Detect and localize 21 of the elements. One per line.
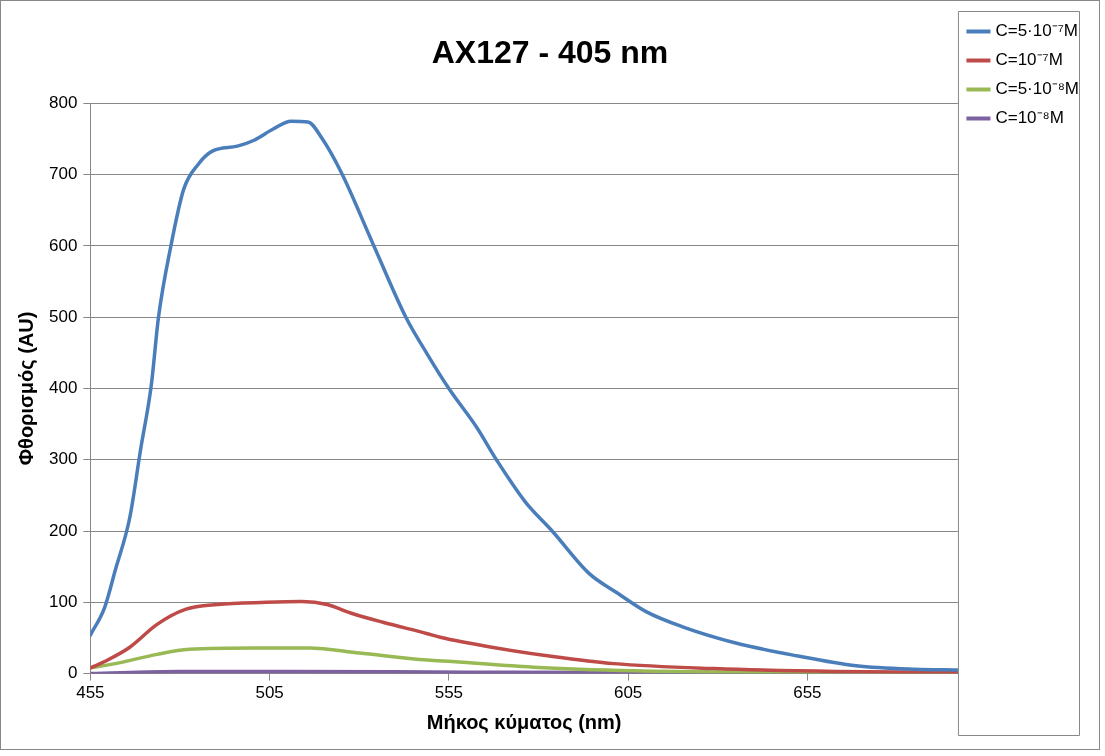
legend-label: C=5·10⁻⁸M [995, 79, 1079, 99]
y-tick-label: 800 [48, 93, 78, 113]
chart-title: AX127 - 405 nm [431, 34, 669, 71]
y-tick-label: 500 [48, 306, 78, 326]
legend-label: C=10⁻⁸M [995, 108, 1064, 128]
y-tick-label: 600 [48, 235, 78, 255]
legend-label: C=5·10⁻⁷M [995, 21, 1078, 41]
x-tick-label: 505 [255, 683, 284, 703]
x-tick-label: 655 [793, 683, 822, 703]
y-tick-label: 400 [48, 378, 78, 398]
y-tick-label: 0 [67, 663, 78, 683]
y-tick-label: 100 [48, 592, 78, 612]
y-tick-label: 200 [48, 520, 78, 540]
x-axis-title: Μήκος κύματος (nm) [426, 710, 622, 733]
y-tick-label: 700 [48, 164, 78, 184]
x-tick-label: 455 [76, 683, 105, 703]
y-tick-label: 300 [48, 449, 78, 469]
y-axis-title: Φθορισμός (AU) [14, 311, 37, 466]
x-tick-label: 555 [434, 683, 464, 703]
x-tick-label: 605 [613, 683, 643, 703]
legend-label: C=10⁻⁷M [995, 50, 1063, 70]
